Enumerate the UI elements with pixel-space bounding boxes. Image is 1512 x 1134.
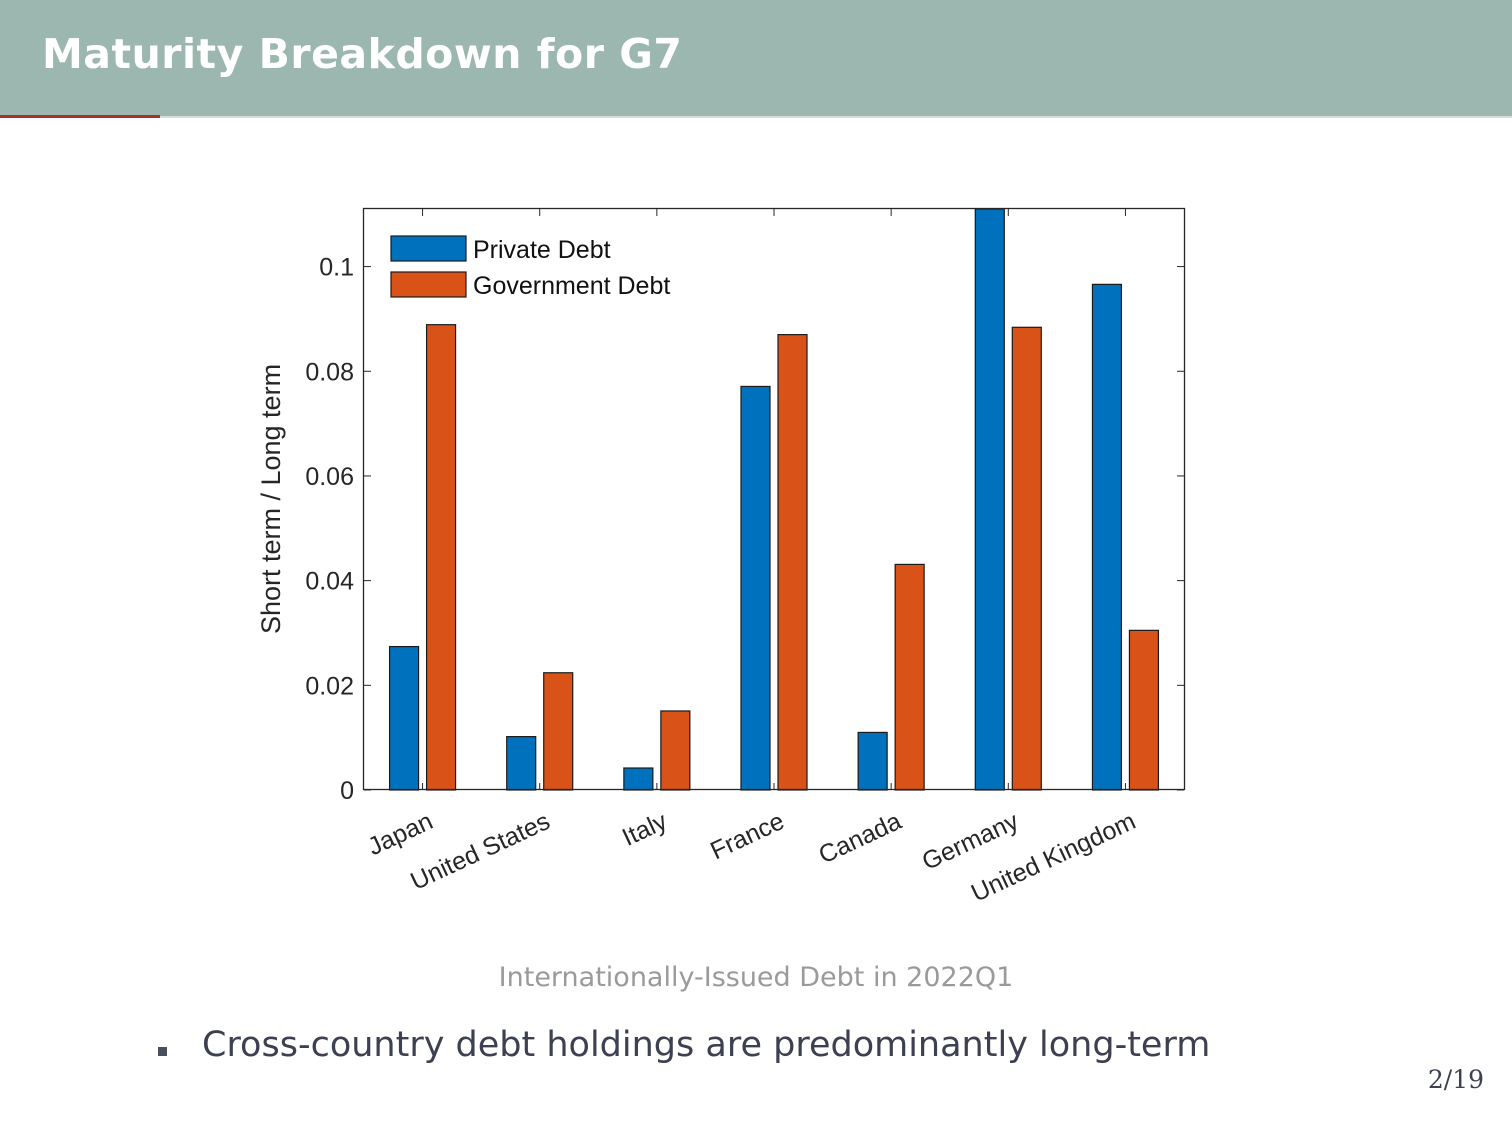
page-number: 2/19 [1427,1065,1484,1094]
y-tick-label: 0.1 [319,254,354,282]
header-accent-rule [0,115,160,118]
plot-area-frame [362,207,1186,791]
y-axis-label: Short term / Long term [256,364,286,634]
bar-government-france [777,334,808,791]
bar-private-canada [857,731,888,791]
y-tick-label: 0 [340,777,354,805]
bar-private-japan [388,645,420,791]
bar-private-united-states [506,736,537,791]
y-tick-label: 0.06 [305,463,354,491]
bar-government-united-states [543,672,574,791]
bar-private-italy [623,767,654,791]
bar-government-japan [425,324,457,791]
legend-swatch-government [390,271,467,298]
x-tick-label: Canada [814,807,905,869]
y-tick-label: 0.04 [305,568,354,596]
bar-private-germany [974,208,1005,791]
x-tick-label: Japan [364,807,438,861]
bar-government-italy [660,710,691,791]
x-tick-label: France [706,807,788,865]
bar-government-canada [894,563,925,791]
bullet-text: Cross-country debt holdings are predomin… [202,1025,1211,1065]
legend-label-private: Private Debt [473,236,611,264]
x-tick-label: Italy [618,807,672,852]
bar-private-united-kingdom [1091,283,1123,791]
y-tick-label: 0.02 [305,672,354,700]
y-tick-label: 0.08 [305,358,354,386]
legend-label-government: Government Debt [473,272,670,300]
bar-private-france [740,385,771,791]
figure-caption: Internationally-Issued Debt in 2022Q1 [498,962,1014,993]
slide-title: Maturity Breakdown for G7 [42,30,683,78]
slide-header: Maturity Breakdown for G7 [0,0,1512,116]
header-divider [160,116,1512,118]
chart-legend: Private Debt Government Debt [390,235,670,300]
bullet-marker [158,1047,167,1056]
legend-swatch-private [390,235,467,262]
bar-government-germany [1011,326,1042,791]
bar-government-united-kingdom [1128,629,1160,791]
